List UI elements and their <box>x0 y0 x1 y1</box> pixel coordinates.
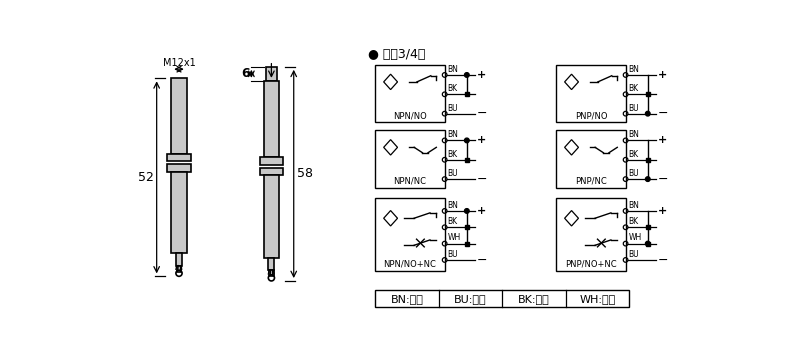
Circle shape <box>646 241 650 246</box>
Bar <box>167 164 190 172</box>
Bar <box>646 92 650 96</box>
Text: NPN/NO: NPN/NO <box>393 111 427 120</box>
Text: BU: BU <box>448 250 458 259</box>
Text: WH:白色: WH:白色 <box>579 294 616 304</box>
Text: +: + <box>658 136 667 145</box>
Text: BN: BN <box>448 201 458 210</box>
Text: −: − <box>658 172 669 186</box>
Text: BU: BU <box>629 169 639 178</box>
Text: BU: BU <box>448 103 458 113</box>
Bar <box>268 258 274 270</box>
Text: BN:棕色: BN:棕色 <box>390 294 423 304</box>
Text: −: − <box>477 172 487 186</box>
Text: 6: 6 <box>242 67 250 80</box>
Bar <box>177 265 182 272</box>
Bar <box>171 172 186 253</box>
Text: +: + <box>477 206 486 216</box>
Bar <box>171 78 186 153</box>
Text: BN: BN <box>448 130 458 139</box>
Text: +: + <box>477 70 486 80</box>
Circle shape <box>465 209 469 213</box>
Bar <box>646 158 650 162</box>
Text: M12x1: M12x1 <box>162 58 195 68</box>
Text: NPN/NO+NC: NPN/NO+NC <box>383 260 437 269</box>
Bar <box>375 290 630 307</box>
Text: BU: BU <box>448 169 458 178</box>
Circle shape <box>646 111 650 116</box>
Text: BN: BN <box>629 65 639 74</box>
Bar <box>266 67 277 81</box>
Text: BK:黑色: BK:黑色 <box>518 294 550 304</box>
Text: −: − <box>477 107 487 120</box>
Circle shape <box>646 177 650 181</box>
Text: BN: BN <box>448 65 458 74</box>
Bar <box>556 64 626 122</box>
Bar <box>646 242 650 246</box>
Text: BK: BK <box>448 150 458 159</box>
Bar <box>260 168 283 175</box>
Text: BK: BK <box>629 150 639 159</box>
Bar <box>264 81 279 157</box>
Text: +: + <box>658 70 667 80</box>
Text: PNP/NO+NC: PNP/NO+NC <box>565 260 617 269</box>
Text: WH: WH <box>629 233 642 243</box>
Bar <box>167 153 190 161</box>
Text: +: + <box>477 136 486 145</box>
Text: BU:兰色: BU:兰色 <box>454 294 487 304</box>
Bar <box>264 175 279 258</box>
Text: +: + <box>658 206 667 216</box>
Text: PNP/NO: PNP/NO <box>574 111 607 120</box>
Text: BK: BK <box>448 217 458 226</box>
Text: BK: BK <box>629 217 639 226</box>
Bar <box>465 158 469 162</box>
Bar <box>465 242 469 246</box>
Bar <box>556 198 626 271</box>
Bar <box>465 92 469 96</box>
Text: BK: BK <box>448 84 458 93</box>
Circle shape <box>465 73 469 77</box>
Bar <box>556 130 626 188</box>
Text: BN: BN <box>629 201 639 210</box>
Text: ● 直涁3/4线: ● 直涁3/4线 <box>368 48 425 61</box>
Text: WH: WH <box>448 233 461 243</box>
Text: BK: BK <box>629 84 639 93</box>
Bar <box>375 198 445 271</box>
Text: −: − <box>477 253 487 266</box>
Bar <box>269 270 274 276</box>
Bar <box>646 225 650 229</box>
Text: 58: 58 <box>297 168 313 181</box>
Bar <box>375 130 445 188</box>
Text: BU: BU <box>629 103 639 113</box>
Text: BN: BN <box>629 130 639 139</box>
Text: −: − <box>658 107 669 120</box>
Bar <box>375 64 445 122</box>
Text: 52: 52 <box>138 171 154 184</box>
Text: NPN/NC: NPN/NC <box>394 176 426 186</box>
Circle shape <box>465 138 469 143</box>
Text: PNP/NC: PNP/NC <box>575 176 607 186</box>
Text: BU: BU <box>629 250 639 259</box>
Text: −: − <box>658 253 669 266</box>
Bar <box>176 253 182 265</box>
Bar <box>260 157 283 164</box>
Bar <box>465 225 469 229</box>
